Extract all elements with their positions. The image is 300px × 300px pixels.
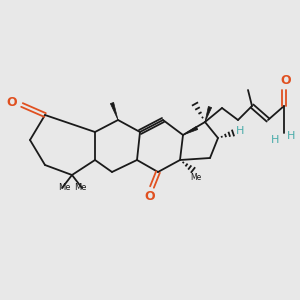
Polygon shape xyxy=(110,102,118,120)
Text: Me: Me xyxy=(58,182,70,191)
Text: Me: Me xyxy=(74,182,86,191)
Text: O: O xyxy=(281,74,291,88)
Text: O: O xyxy=(7,97,17,110)
Text: H: H xyxy=(236,126,244,136)
Polygon shape xyxy=(205,106,212,122)
Text: O: O xyxy=(145,190,155,203)
Text: H: H xyxy=(271,135,279,145)
Polygon shape xyxy=(183,126,198,135)
Text: H: H xyxy=(287,131,295,141)
Text: Me: Me xyxy=(190,173,202,182)
